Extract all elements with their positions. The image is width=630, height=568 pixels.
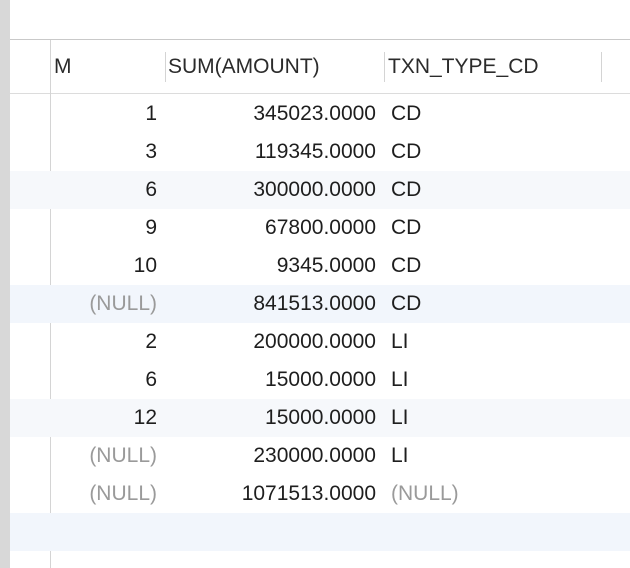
cell-txn-type-cd[interactable]: CD <box>391 140 422 163</box>
column-resize-handle[interactable] <box>165 52 166 82</box>
cell-txn-type-cd[interactable]: CD <box>391 102 422 125</box>
table-row[interactable]: 12 15000.0000 LI <box>10 399 630 437</box>
cell-txn-type-cd[interactable]: LI <box>391 330 409 353</box>
cell-txn-type-cd[interactable]: (NULL) <box>391 482 459 505</box>
cell-m[interactable]: 3 <box>145 140 157 163</box>
cell-m[interactable]: 6 <box>145 368 157 391</box>
table-row[interactable]: (NULL) 230000.0000 LI <box>10 437 630 475</box>
cell-m[interactable]: 12 <box>133 406 157 429</box>
cell-sum-amount[interactable]: 345023.0000 <box>253 102 376 125</box>
table-row[interactable]: 3 119345.0000 CD <box>10 133 630 171</box>
editor-area[interactable] <box>10 0 630 40</box>
cell-m[interactable]: (NULL) <box>89 482 157 505</box>
left-gutter <box>0 0 10 568</box>
cell-sum-amount[interactable]: 1071513.0000 <box>241 482 376 505</box>
table-row[interactable]: (NULL) 841513.0000 CD <box>10 285 630 323</box>
cell-txn-type-cd[interactable]: CD <box>391 292 422 315</box>
column-header-m[interactable]: M <box>54 55 72 78</box>
cell-m[interactable]: 10 <box>133 254 157 277</box>
cell-m[interactable]: 6 <box>145 178 157 201</box>
cell-sum-amount[interactable]: 841513.0000 <box>253 292 376 315</box>
cell-sum-amount[interactable]: 300000.0000 <box>253 178 376 201</box>
column-header-txn-type-cd[interactable]: TXN_TYPE_CD <box>388 55 539 78</box>
cell-txn-type-cd[interactable]: CD <box>391 254 422 277</box>
table-row[interactable]: 9 67800.0000 CD <box>10 209 630 247</box>
table-row[interactable]: 6 300000.0000 CD <box>10 171 630 209</box>
cell-m[interactable]: 9 <box>145 216 157 239</box>
table-row[interactable]: 2 200000.0000 LI <box>10 323 630 361</box>
empty-new-row[interactable] <box>10 513 630 551</box>
cell-m[interactable]: 1 <box>145 102 157 125</box>
cell-txn-type-cd[interactable]: LI <box>391 406 409 429</box>
table-row[interactable]: 1 345023.0000 CD <box>10 95 630 133</box>
column-resize-handle[interactable] <box>384 52 385 82</box>
table-row[interactable]: 6 15000.0000 LI <box>10 361 630 399</box>
cell-sum-amount[interactable]: 67800.0000 <box>265 216 376 239</box>
cell-txn-type-cd[interactable]: CD <box>391 178 422 201</box>
cell-m[interactable]: 2 <box>145 330 157 353</box>
cell-sum-amount[interactable]: 230000.0000 <box>253 444 376 467</box>
cell-sum-amount[interactable]: 9345.0000 <box>276 254 376 277</box>
cell-txn-type-cd[interactable]: CD <box>391 216 422 239</box>
table-row[interactable]: (NULL) 1071513.0000 (NULL) <box>10 475 630 513</box>
table-row[interactable]: 10 9345.0000 CD <box>10 247 630 285</box>
column-resize-handle[interactable] <box>601 52 602 82</box>
cell-sum-amount[interactable]: 15000.0000 <box>265 406 376 429</box>
result-grid: 1 345023.0000 CD 3 119345.0000 CD 6 3000… <box>10 95 630 551</box>
cell-m[interactable]: (NULL) <box>89 444 157 467</box>
cell-txn-type-cd[interactable]: LI <box>391 444 409 467</box>
column-header-sum-amount[interactable]: SUM(AMOUNT) <box>168 55 320 78</box>
cell-txn-type-cd[interactable]: LI <box>391 368 409 391</box>
cell-m[interactable]: (NULL) <box>89 292 157 315</box>
cell-sum-amount[interactable]: 15000.0000 <box>265 368 376 391</box>
result-grid-header: M SUM(AMOUNT) TXN_TYPE_CD <box>10 40 630 94</box>
cell-sum-amount[interactable]: 200000.0000 <box>253 330 376 353</box>
cell-sum-amount[interactable]: 119345.0000 <box>254 140 376 163</box>
